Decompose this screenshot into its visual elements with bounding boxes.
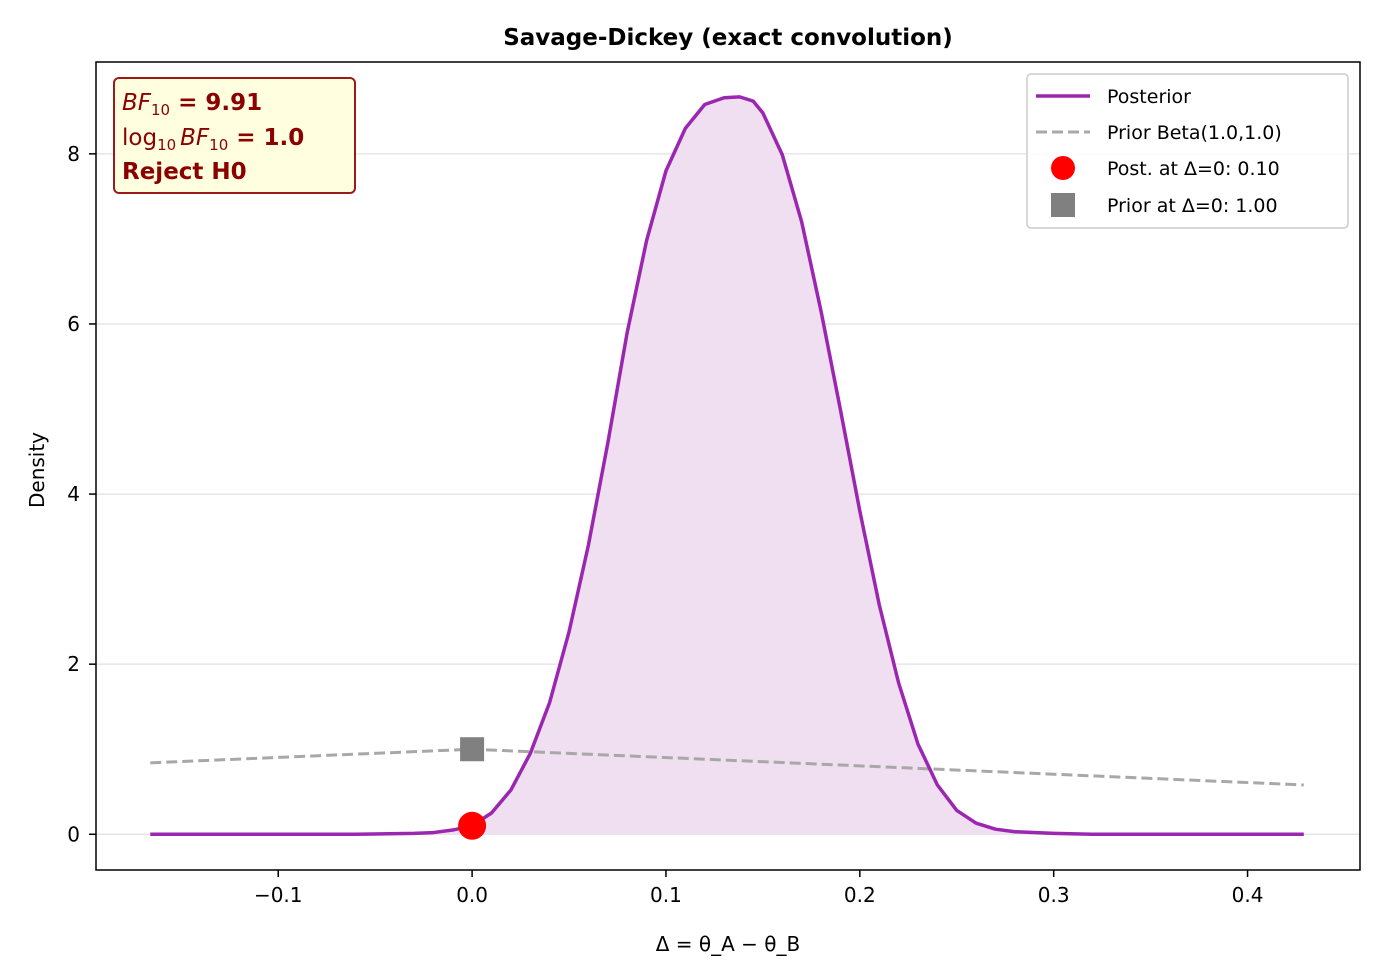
annotation-box	[113, 77, 356, 194]
legend-box	[1026, 73, 1349, 229]
x-tick-label-2: 0.1	[650, 883, 682, 907]
bf-label: BF	[122, 90, 152, 116]
legend: Posterior Prior Beta(1.0,1.0) Post. at Δ…	[1026, 73, 1349, 229]
legend-posterior-point-swatch	[1051, 156, 1075, 180]
log-subscript: 10	[157, 136, 176, 154]
posterior-fill-layer	[150, 96, 1304, 835]
posterior-line	[150, 95, 1304, 837]
bf-value: = 9.91	[170, 90, 262, 116]
x-tick-label-5: 0.4	[1232, 883, 1264, 907]
y-tick-label-0: 0	[67, 822, 80, 846]
x-tick-label-0: −0.1	[254, 883, 303, 907]
legend-posterior-label: Posterior	[1107, 86, 1191, 108]
legend-prior-point-label: Prior at Δ=0: 1.00	[1107, 195, 1278, 217]
x-axis-label: Δ = θ_A − θ_B	[656, 932, 801, 956]
bf-line: BF10 = 9.91	[122, 90, 262, 119]
y-tick-label-2: 4	[67, 482, 80, 506]
log-bf-line: log10 BF10 = 1.0	[122, 125, 304, 154]
y-tick-label-1: 2	[67, 652, 80, 676]
log-label: log	[122, 125, 157, 151]
posterior-fill	[150, 96, 1304, 835]
chart-title: Savage-Dickey (exact convolution)	[503, 25, 953, 51]
x-axis-ticks: −0.1 0.0 0.1 0.2 0.3 0.4	[254, 870, 1264, 907]
plot-frame	[95, 61, 1361, 871]
y-tick-label-3: 6	[67, 312, 80, 336]
bayes-factor-annotation: BF10 = 9.91 log10 BF10 = 1.0 Reject H0	[113, 77, 356, 194]
bf-subscript: 10	[151, 101, 170, 119]
x-tick-label-4: 0.3	[1038, 883, 1070, 907]
posterior-at-zero-marker	[458, 811, 487, 840]
log-bf-label: BF	[180, 125, 210, 151]
legend-prior-point-swatch	[1051, 193, 1075, 217]
x-tick-label-1: 0.0	[456, 883, 488, 907]
y-axis-label: Density	[25, 432, 49, 508]
decision-text: Reject H0	[122, 159, 247, 185]
log-bf-subscript: 10	[209, 136, 228, 154]
log-bf-value: = 1.0	[228, 125, 304, 151]
y-tick-label-4: 8	[67, 142, 80, 166]
y-axis-ticks: 0 2 4 6 8	[67, 142, 96, 846]
legend-prior-label: Prior Beta(1.0,1.0)	[1107, 122, 1282, 144]
legend-posterior-point-label: Post. at Δ=0: 0.10	[1107, 158, 1280, 180]
point-marker-layer	[458, 737, 487, 840]
prior-at-zero-marker	[460, 737, 485, 762]
x-tick-label-3: 0.2	[844, 883, 876, 907]
